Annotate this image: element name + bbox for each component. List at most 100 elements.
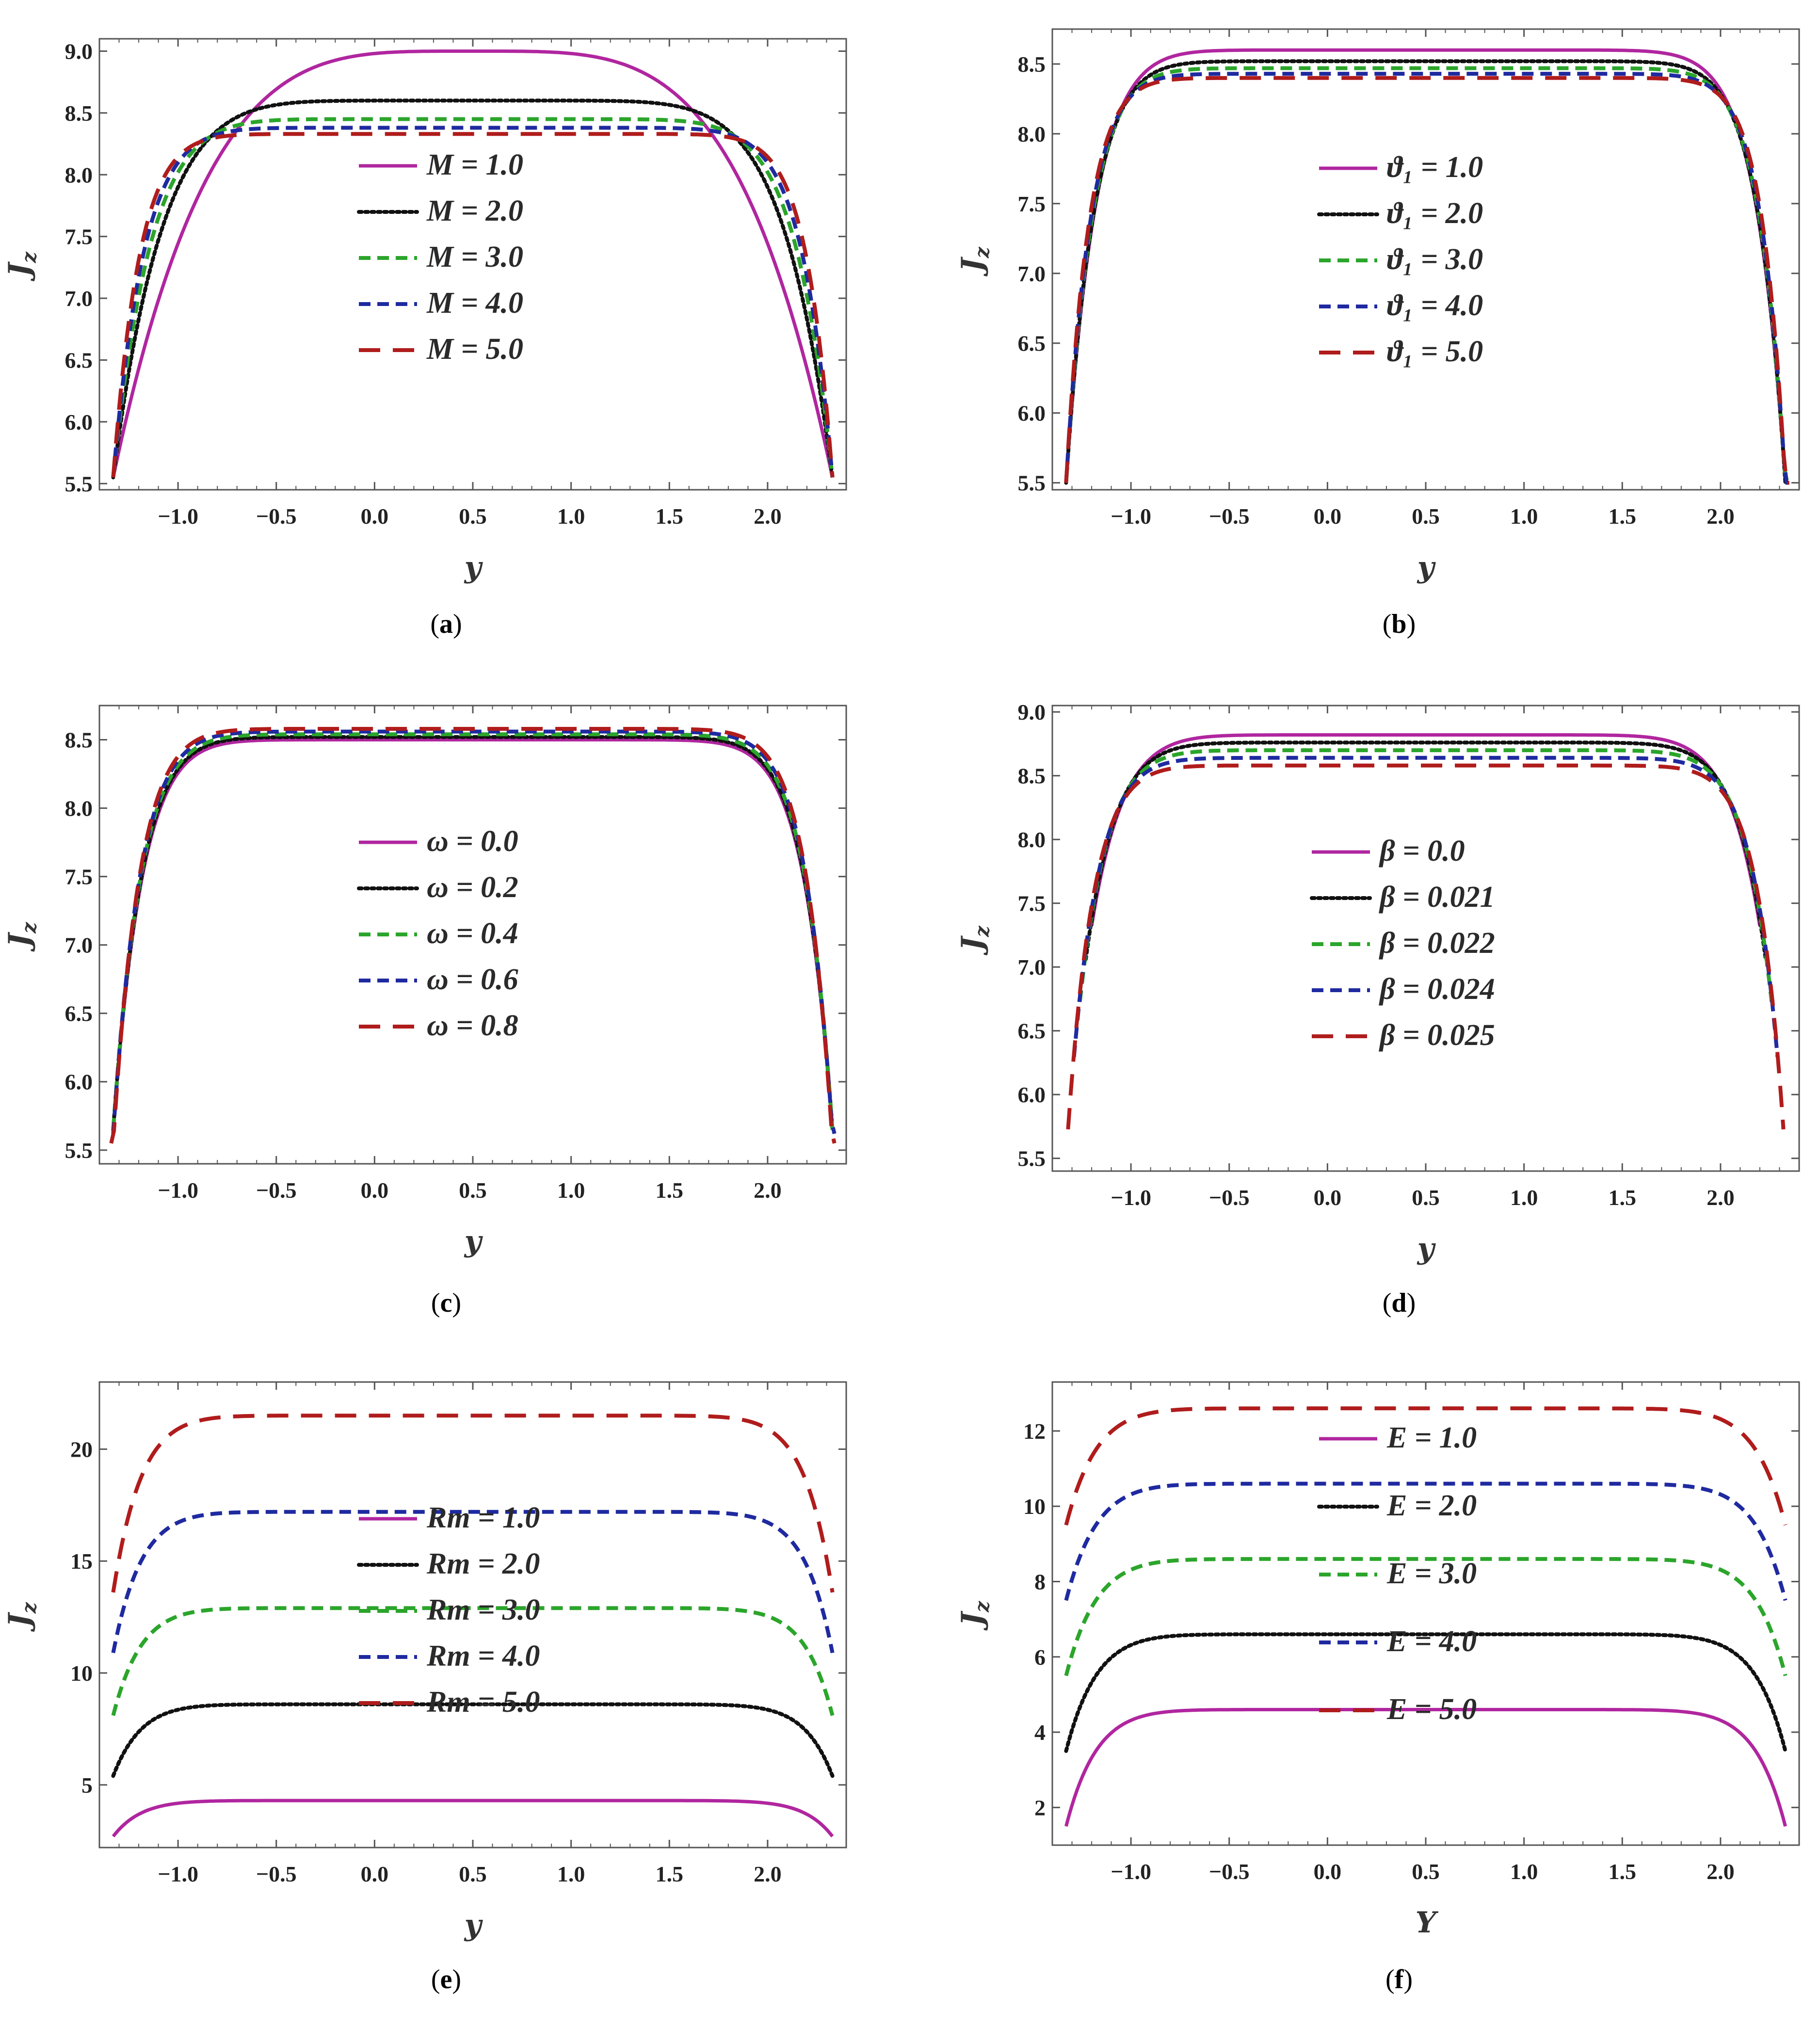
series-line-3 bbox=[1064, 1557, 1788, 1676]
series-line-5 bbox=[111, 1414, 835, 1593]
x-tick-label: −0.5 bbox=[256, 1178, 297, 1203]
x-tick-label: 0.5 bbox=[1412, 504, 1440, 529]
y-axis-label-sub: z bbox=[971, 925, 994, 937]
series-line-4 bbox=[111, 1510, 835, 1654]
y-tick-label: 9.0 bbox=[1018, 700, 1046, 724]
x-tick-label: 2.0 bbox=[754, 1178, 782, 1203]
y-tick-label: 5.5 bbox=[1018, 1146, 1046, 1171]
legend-label-2: Rm = 2.0 bbox=[426, 1547, 540, 1580]
x-tick-label: 2.0 bbox=[754, 504, 782, 529]
chart-panel-b: −1.0 −0.5 0.0 0.5 1.0 1.5 2.0 5.5 6.0 6.5 7.0 7.5 8.… bbox=[955, 28, 1800, 639]
x-tick-label: −1.0 bbox=[1111, 504, 1151, 529]
series-line-1 bbox=[1090, 733, 1762, 927]
panel-caption-letter: d bbox=[1391, 1288, 1406, 1318]
legend-label-4: M = 4.0 bbox=[426, 287, 523, 320]
legend-label-5: β = 0.025 bbox=[1379, 1019, 1495, 1052]
legend: β = 0.0 β = 0.021 β = 0.022 β = 0.024 β = 0.… bbox=[1310, 835, 1495, 1052]
series-line-4 bbox=[111, 126, 835, 478]
y-tick-label: 6.0 bbox=[1018, 1082, 1046, 1107]
x-axis-label: y bbox=[1417, 550, 1436, 584]
x-tick-label: 1.0 bbox=[557, 1862, 585, 1886]
y-axis-label-sub: z bbox=[18, 922, 41, 934]
series-line-5 bbox=[111, 132, 835, 478]
chart-panel-e: −1.0 −0.5 0.0 0.5 1.0 1.5 2.0 5 10 15 20 y Jz Rm = 1.… bbox=[2, 1381, 847, 1994]
panel-caption: (a) bbox=[430, 609, 462, 639]
y-tick-label: 6.5 bbox=[1018, 1019, 1046, 1044]
panel-caption: (d) bbox=[1383, 1288, 1416, 1318]
legend: M = 1.0 M = 2.0 M = 3.0 M = 4.0 M = 5.0 bbox=[357, 148, 523, 366]
y-tick-label: 7.5 bbox=[1018, 192, 1046, 216]
series-line-2 bbox=[111, 98, 835, 480]
y-tick-label: 6 bbox=[1034, 1645, 1046, 1670]
series-line-2 bbox=[1064, 59, 1788, 485]
y-axis-label-sub: z bbox=[18, 251, 41, 263]
series-line-2 bbox=[1064, 1632, 1788, 1753]
y-tick-label: 5.5 bbox=[1018, 471, 1046, 496]
x-tick-label: 0.5 bbox=[459, 1862, 487, 1886]
y-axis-label-sub: z bbox=[971, 1601, 994, 1613]
series-line-5 bbox=[1064, 76, 1789, 485]
y-tick-label: 6.5 bbox=[65, 1001, 93, 1026]
legend-label-5: ϑ₁ = 5.0 bbox=[1387, 335, 1483, 368]
y-tick-label: 8.5 bbox=[1018, 52, 1046, 77]
chart-panel-f: −1.0 −0.5 0.0 0.5 1.0 1.5 2.0 2 4 6 8 10 12 Y Jz E = 1.… bbox=[955, 1381, 1800, 1994]
series-line-5 bbox=[1066, 763, 1786, 1130]
y-tick-label: 6.0 bbox=[65, 1070, 93, 1094]
legend-label-3: Rm = 3.0 bbox=[426, 1593, 540, 1626]
y-axis-label: Jz bbox=[955, 1601, 994, 1631]
y-tick-label: 7.5 bbox=[65, 865, 93, 889]
legend-label-2: ω = 0.2 bbox=[427, 871, 518, 904]
legend: ω = 0.0 ω = 0.2 ω = 0.4 ω = 0.6 ω = 0.8 bbox=[357, 825, 518, 1042]
series-group bbox=[1064, 48, 1789, 485]
legend-label-5: M = 5.0 bbox=[426, 333, 523, 366]
panel-caption-letter: e bbox=[440, 1964, 452, 1994]
y-tick-label: 6.5 bbox=[1018, 331, 1046, 356]
legend-label-1: β = 0.0 bbox=[1379, 835, 1465, 868]
y-tick-label: 7.0 bbox=[65, 933, 93, 958]
x-axis-label: y bbox=[1417, 1232, 1436, 1266]
series-line-1 bbox=[112, 1799, 834, 1838]
y-tick-label: 5.5 bbox=[65, 1138, 93, 1163]
series-line-4 bbox=[111, 729, 837, 1134]
x-tick-label: 1.5 bbox=[1609, 1859, 1637, 1884]
y-tick-label: 6.5 bbox=[65, 348, 93, 372]
y-tick-label: 8.0 bbox=[1018, 827, 1046, 852]
x-tick-label: 1.0 bbox=[557, 504, 585, 529]
legend: Rm = 1.0 Rm = 2.0 Rm = 3.0 Rm = 4.0 Rm = 5.0 bbox=[357, 1501, 540, 1719]
y-tick-label: 7.5 bbox=[1018, 891, 1046, 916]
legend: ϑ₁ = 1.0 ϑ₁ = 2.0 ϑ₁ = 3.0 ϑ₁ = 4.0 ϑ₁ = 5.0 bbox=[1317, 151, 1483, 368]
y-axis-label: Jz bbox=[955, 246, 994, 276]
series-line-4 bbox=[1072, 756, 1780, 1058]
y-tick-label: 7.0 bbox=[1018, 955, 1046, 980]
y-tick-label: 8.5 bbox=[65, 101, 93, 126]
y-tick-label: 6.0 bbox=[65, 410, 93, 434]
legend-label-3: M = 3.0 bbox=[426, 241, 523, 273]
legend-label-4: ω = 0.6 bbox=[427, 963, 518, 996]
x-tick-label: −1.0 bbox=[158, 504, 198, 529]
x-tick-label: 1.5 bbox=[1609, 504, 1637, 529]
chart-panel-c: −1.0 −0.5 0.0 0.5 1.0 1.5 2.0 5.5 6.0 6.5 7.0 7.5 8.… bbox=[2, 705, 847, 1318]
y-tick-label: 10 bbox=[70, 1661, 93, 1686]
x-tick-label: 1.0 bbox=[1510, 504, 1538, 529]
y-axis-label-main: J bbox=[2, 1612, 36, 1632]
legend-label-4: Rm = 4.0 bbox=[426, 1640, 540, 1672]
legend-label-4: β = 0.024 bbox=[1379, 973, 1495, 1006]
series-group bbox=[1066, 733, 1786, 1130]
y-tick-label: 10 bbox=[1023, 1494, 1046, 1519]
panel-caption-letter: a bbox=[439, 609, 453, 639]
y-tick-label: 15 bbox=[70, 1549, 93, 1574]
x-tick-label: 1.0 bbox=[1510, 1185, 1538, 1210]
x-tick-label: −1.0 bbox=[1111, 1859, 1151, 1884]
y-tick-label: 9.0 bbox=[65, 39, 93, 64]
y-axis-label-sub: z bbox=[971, 246, 994, 258]
x-tick-label: −1.0 bbox=[158, 1178, 198, 1203]
x-tick-label: 1.0 bbox=[557, 1178, 585, 1203]
x-tick-label: 1.0 bbox=[1510, 1859, 1538, 1884]
x-tick-label: −0.5 bbox=[256, 1862, 297, 1886]
panel-caption: (f) bbox=[1385, 1964, 1413, 1994]
legend-label-5: E = 5.0 bbox=[1386, 1693, 1477, 1726]
legend-label-3: ϑ₁ = 3.0 bbox=[1387, 243, 1483, 276]
series-group bbox=[109, 727, 837, 1144]
x-tick-label: 1.5 bbox=[1609, 1185, 1637, 1210]
y-tick-label: 8.5 bbox=[65, 728, 93, 753]
